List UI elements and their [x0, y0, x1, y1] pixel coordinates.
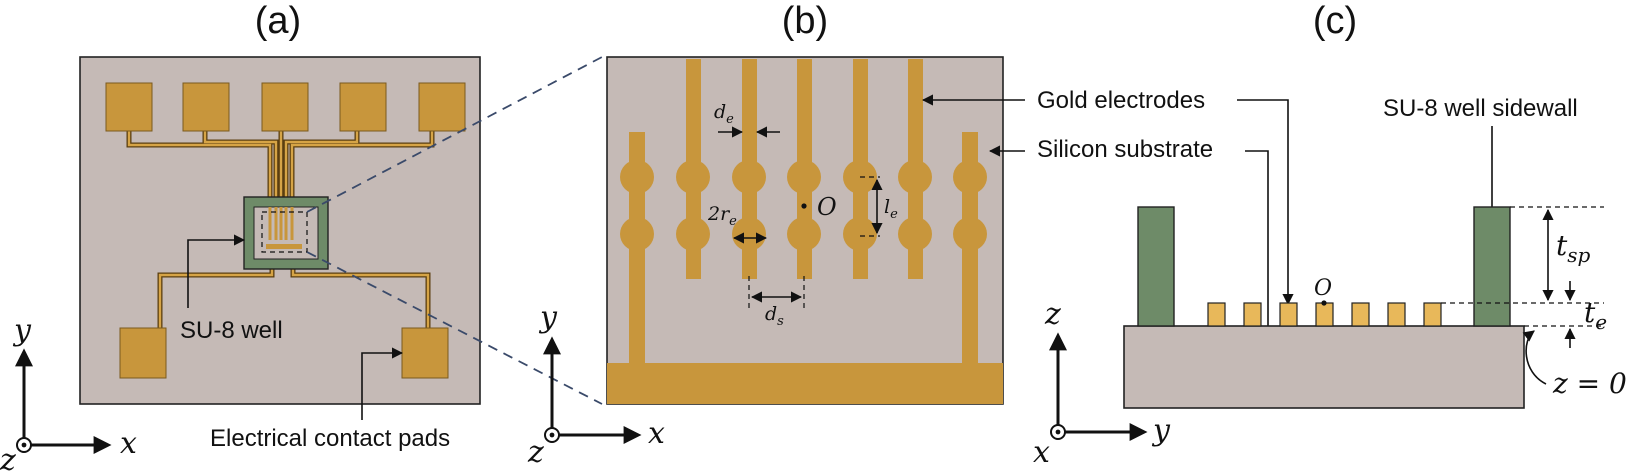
axis-c-x-label: x: [1033, 435, 1050, 470]
well-callout-arrow: [187, 234, 246, 308]
axis-a-y-label: y: [12, 313, 32, 348]
pad-top-1: [105, 82, 153, 132]
tsp-label: tsp: [1556, 229, 1591, 267]
svg-text:de: de: [714, 101, 734, 127]
origin-b-label: O: [817, 193, 837, 221]
axis-b-x-label: x: [648, 416, 665, 451]
dim-ds: ds: [748, 276, 805, 329]
sidewall-right: [1473, 206, 1511, 327]
panel-a: (a): [0, 0, 481, 474]
silicon-substrate-label: Silicon substrate: [1037, 136, 1213, 163]
zoom-line-top: [306, 56, 603, 213]
axis-b-z-label: z: [527, 435, 544, 470]
origin-b-dot: [801, 203, 807, 209]
well-callout-label: SU-8 well: [180, 317, 283, 344]
dim-re: 2re: [707, 203, 768, 244]
panel-c-label: (c): [1313, 0, 1357, 42]
electrode-cross-sections: [1207, 302, 1442, 327]
zoom-region-box: [261, 211, 308, 253]
panel-a-label: (a): [255, 0, 301, 42]
dim-de: de: [714, 101, 780, 138]
panel-c: (c) Gold electrodes Silicon substrate SU…: [921, 0, 1627, 470]
pads-callout-label: Electrical contact pads: [210, 425, 450, 452]
gold-electrodes-label: Gold electrodes: [1037, 87, 1205, 114]
chip-traces: [126, 128, 435, 328]
pad-bottom-1: [119, 327, 167, 379]
z0-label: z = 0: [1552, 367, 1627, 400]
silicon-substrate-arrow-down: [1245, 150, 1274, 371]
axis-a-x-label: x: [120, 426, 137, 461]
svg-text:ds: ds: [765, 303, 784, 329]
axis-c-y-label: y: [1151, 413, 1171, 448]
sidewall-left: [1137, 206, 1175, 327]
electrode-array: [607, 59, 1003, 404]
pad-top-2: [182, 82, 230, 132]
gold-electrodes-arrow-down: [1237, 99, 1294, 306]
pad-bottom-2: [401, 327, 449, 379]
axis-a-z-label: z: [0, 443, 16, 474]
axes-a: y x z: [0, 313, 137, 474]
pads-callout-arrow: [361, 347, 404, 420]
sidewall-label: SU-8 well sidewall: [1383, 95, 1578, 122]
origin-c-label: O: [1314, 276, 1332, 301]
panel-b-label: (b): [782, 0, 828, 42]
axes-c: z y x: [1033, 297, 1171, 470]
axes-b: y x z: [527, 300, 665, 470]
contact-pads: [105, 82, 466, 379]
pad-top-3: [261, 82, 309, 132]
dim-le: le: [860, 176, 898, 237]
svg-text:2re: 2re: [707, 203, 737, 229]
pad-top-4: [339, 82, 387, 132]
te-label: te: [1584, 296, 1607, 334]
pad-top-5: [418, 82, 466, 132]
panel-b: (b): [527, 0, 1004, 470]
dim-thickness: tsp te z = 0: [1441, 206, 1627, 400]
origin-c-dot: [1321, 300, 1327, 306]
svg-text:le: le: [884, 196, 898, 222]
axis-b-y-label: y: [538, 300, 558, 335]
axis-c-z-label: z: [1044, 297, 1061, 332]
cross-section-substrate: [1123, 325, 1525, 409]
